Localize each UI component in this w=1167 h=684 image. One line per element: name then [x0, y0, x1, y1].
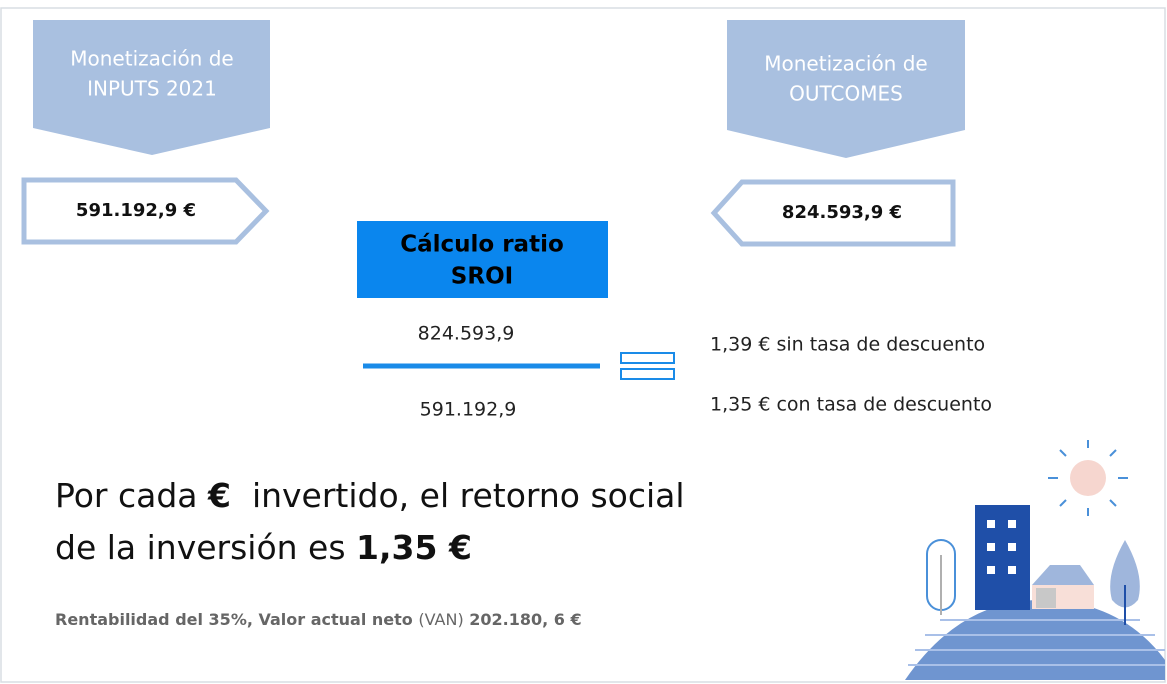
ratio-title: Cálculo ratio	[400, 232, 564, 258]
building	[975, 505, 1030, 610]
summary-text: invertido, el retorno social	[231, 476, 685, 515]
inputs-value: 591.192,9 €	[76, 200, 196, 221]
summary-bold: 1,35 €	[356, 528, 472, 567]
house-roof	[1032, 565, 1094, 585]
outcomes-title: OUTCOMES	[789, 82, 903, 106]
result: 1,35 € con tasa de descuento	[710, 394, 992, 416]
summary-text: de la inversión es	[55, 528, 356, 567]
tree	[1110, 540, 1140, 608]
summary-line: Por cada € invertido, el retorno social	[55, 476, 685, 515]
equals-bar	[620, 352, 675, 364]
ratio-title: SROI	[451, 264, 513, 290]
numerator: 824.593,9	[418, 323, 515, 345]
summary-line: de la inversión es 1,35 €	[55, 528, 472, 567]
ratio-box	[357, 221, 608, 298]
outcomes-value: 824.593,9 €	[782, 202, 902, 223]
equals-bar	[620, 368, 675, 380]
outcomes-value-box	[710, 179, 956, 247]
footnote-text: Rentabilidad del 35%, Valor actual neto	[55, 610, 418, 629]
outcomes-title: Monetización de	[764, 52, 927, 76]
result: 1,39 € sin tasa de descuento	[710, 334, 985, 356]
garage	[1036, 588, 1056, 608]
inputs-value-box	[21, 177, 270, 245]
inputs-title: INPUTS 2021	[87, 77, 217, 101]
summary-bold: €	[207, 476, 231, 515]
sun	[1070, 460, 1106, 496]
inputs-banner	[33, 20, 270, 155]
footnote: Rentabilidad del 35%, Valor actual neto …	[55, 610, 582, 629]
summary-text: Por cada	[55, 476, 208, 515]
footnote-text: 202.180, 6 €	[464, 610, 582, 629]
illustration	[905, 440, 1165, 680]
outcomes-banner	[727, 20, 965, 158]
denominator: 591.192,9	[420, 399, 517, 421]
hill-stripes	[908, 619, 1165, 666]
sun-rays	[1048, 440, 1128, 516]
footnote-text: (VAN)	[418, 610, 463, 629]
inputs-title: Monetización de	[70, 47, 233, 71]
windows	[987, 520, 1016, 574]
